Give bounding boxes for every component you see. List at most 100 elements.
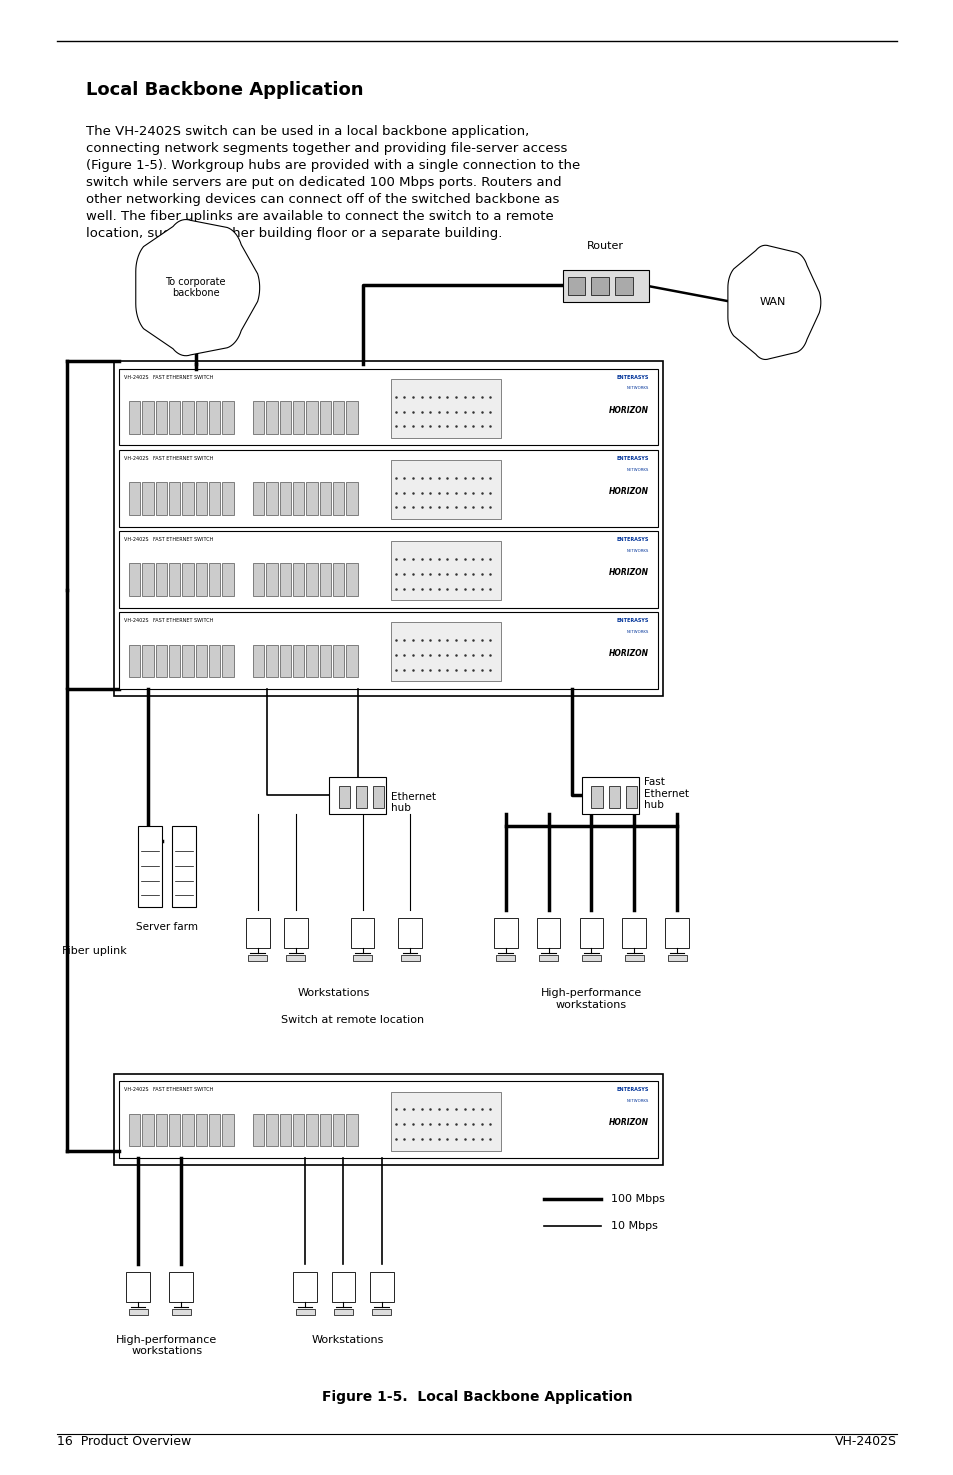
FancyBboxPatch shape [538,956,558,960]
FancyBboxPatch shape [195,482,207,515]
FancyBboxPatch shape [319,645,331,677]
FancyBboxPatch shape [209,1114,220,1146]
FancyBboxPatch shape [266,563,277,596]
FancyBboxPatch shape [209,401,220,434]
FancyBboxPatch shape [286,956,305,960]
FancyBboxPatch shape [209,563,220,596]
FancyBboxPatch shape [119,1081,658,1158]
FancyBboxPatch shape [496,956,515,960]
Text: VH-2402S   FAST ETHERNET SWITCH: VH-2402S FAST ETHERNET SWITCH [124,537,213,541]
FancyBboxPatch shape [338,786,350,808]
FancyBboxPatch shape [209,645,220,677]
FancyBboxPatch shape [306,645,317,677]
FancyBboxPatch shape [346,563,357,596]
Text: ENTERASYS: ENTERASYS [616,375,648,379]
FancyBboxPatch shape [591,786,602,808]
FancyBboxPatch shape [391,622,500,681]
FancyBboxPatch shape [581,777,639,814]
FancyBboxPatch shape [266,645,277,677]
FancyBboxPatch shape [608,786,619,808]
FancyBboxPatch shape [319,1114,331,1146]
FancyBboxPatch shape [266,401,277,434]
FancyBboxPatch shape [182,563,193,596]
FancyBboxPatch shape [195,1114,207,1146]
FancyBboxPatch shape [333,563,344,596]
Text: The VH-2402S switch can be used in a local backbone application,
connecting netw: The VH-2402S switch can be used in a loc… [86,125,579,240]
FancyBboxPatch shape [138,826,162,907]
Text: VH-2402S   FAST ETHERNET SWITCH: VH-2402S FAST ETHERNET SWITCH [124,456,213,460]
Text: Server farm: Server farm [136,922,197,932]
FancyBboxPatch shape [246,917,270,947]
FancyBboxPatch shape [319,482,331,515]
Text: NETWORKS: NETWORKS [626,1099,648,1103]
Text: Local Backbone Application: Local Backbone Application [86,81,363,99]
FancyBboxPatch shape [142,563,153,596]
Text: Router: Router [587,240,623,251]
Text: Workstations: Workstations [297,988,370,999]
FancyBboxPatch shape [329,777,386,814]
FancyBboxPatch shape [129,1310,148,1314]
FancyBboxPatch shape [334,1310,353,1314]
FancyBboxPatch shape [293,401,304,434]
FancyBboxPatch shape [182,401,193,434]
FancyBboxPatch shape [142,401,153,434]
FancyBboxPatch shape [142,645,153,677]
FancyBboxPatch shape [253,401,264,434]
FancyBboxPatch shape [119,612,658,689]
Text: Fiber uplink: Fiber uplink [62,947,127,956]
FancyBboxPatch shape [182,645,193,677]
FancyBboxPatch shape [391,541,500,600]
FancyBboxPatch shape [172,826,195,907]
Polygon shape [135,220,259,355]
Text: To corporate
backbone: To corporate backbone [165,277,226,298]
FancyBboxPatch shape [129,563,140,596]
FancyBboxPatch shape [169,563,180,596]
Text: ENTERASYS: ENTERASYS [616,1087,648,1092]
Text: VH-2402S   FAST ETHERNET SWITCH: VH-2402S FAST ETHERNET SWITCH [124,1087,213,1092]
Text: VH-2402S   FAST ETHERNET SWITCH: VH-2402S FAST ETHERNET SWITCH [124,618,213,622]
FancyBboxPatch shape [293,645,304,677]
FancyBboxPatch shape [209,482,220,515]
FancyBboxPatch shape [266,482,277,515]
Text: HORIZON: HORIZON [608,649,648,658]
FancyBboxPatch shape [253,645,264,677]
FancyBboxPatch shape [562,270,648,302]
FancyBboxPatch shape [331,1271,355,1301]
FancyBboxPatch shape [266,1114,277,1146]
FancyBboxPatch shape [306,563,317,596]
Text: Figure 1-5.  Local Backbone Application: Figure 1-5. Local Backbone Application [321,1391,632,1404]
FancyBboxPatch shape [355,786,367,808]
FancyBboxPatch shape [306,401,317,434]
FancyBboxPatch shape [119,369,658,445]
FancyBboxPatch shape [253,563,264,596]
FancyBboxPatch shape [567,277,584,295]
Text: HORIZON: HORIZON [608,1118,648,1127]
FancyBboxPatch shape [142,1114,153,1146]
FancyBboxPatch shape [578,917,602,947]
FancyBboxPatch shape [119,450,658,527]
Text: VH-2402S   FAST ETHERNET SWITCH: VH-2402S FAST ETHERNET SWITCH [124,375,213,379]
Text: ENTERASYS: ENTERASYS [616,456,648,460]
FancyBboxPatch shape [294,1271,316,1301]
FancyBboxPatch shape [400,956,419,960]
FancyBboxPatch shape [155,645,167,677]
FancyBboxPatch shape [129,401,140,434]
FancyBboxPatch shape [279,645,291,677]
FancyBboxPatch shape [373,786,384,808]
Text: WAN: WAN [759,298,785,307]
Text: HORIZON: HORIZON [608,568,648,577]
FancyBboxPatch shape [293,482,304,515]
FancyBboxPatch shape [170,1271,193,1301]
Text: HORIZON: HORIZON [608,406,648,414]
FancyBboxPatch shape [182,482,193,515]
FancyBboxPatch shape [222,563,233,596]
FancyBboxPatch shape [391,379,500,438]
FancyBboxPatch shape [306,482,317,515]
FancyBboxPatch shape [169,645,180,677]
Text: Fast
Ethernet
hub: Fast Ethernet hub [643,777,688,810]
Text: NETWORKS: NETWORKS [626,630,648,634]
FancyBboxPatch shape [625,786,637,808]
FancyBboxPatch shape [346,482,357,515]
FancyBboxPatch shape [129,645,140,677]
FancyBboxPatch shape [126,1271,150,1301]
